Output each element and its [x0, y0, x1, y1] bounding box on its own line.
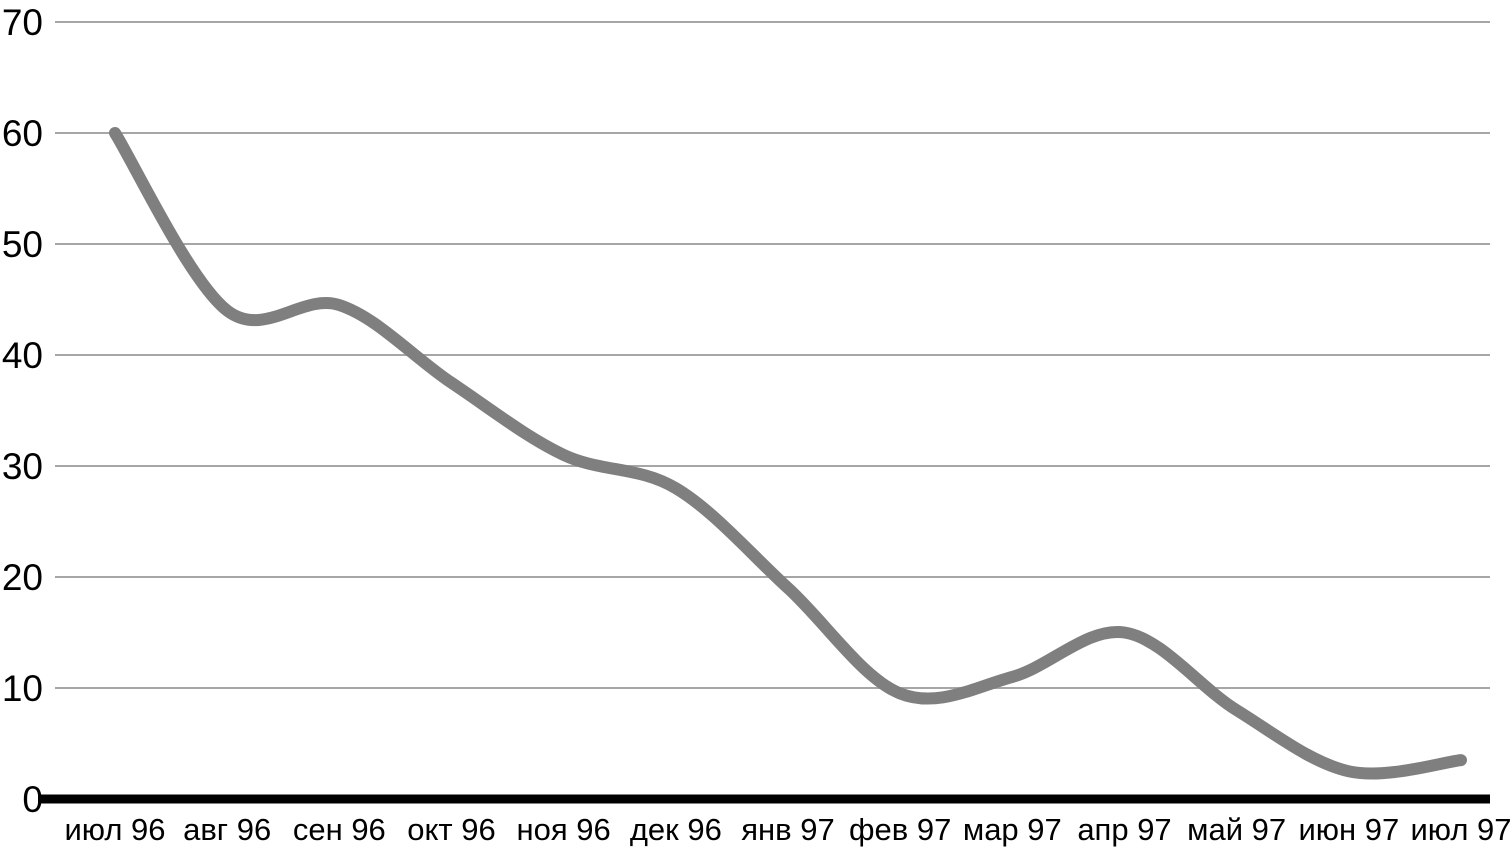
- x-tick-label-10: май 97: [1187, 812, 1286, 847]
- y-tick-label-30: 30: [2, 446, 43, 487]
- x-tick-label-11: июн 97: [1298, 812, 1399, 847]
- y-axis-tick-labels: 0 10 20 30 40 50 60 70: [2, 2, 43, 820]
- x-tick-label-0: июл 96: [64, 812, 165, 847]
- y-tick-label-40: 40: [2, 335, 43, 376]
- y-tick-label-20: 20: [2, 557, 43, 598]
- x-tick-label-6: янв 97: [741, 812, 834, 847]
- y-tick-label-10: 10: [2, 668, 43, 709]
- y-tick-label-70: 70: [2, 2, 43, 43]
- x-tick-label-1: авг 96: [183, 812, 271, 847]
- x-tick-label-8: мар 97: [963, 812, 1062, 847]
- x-tick-label-4: ноя 96: [517, 812, 611, 847]
- x-axis-tick-labels: июл 96 авг 96 сен 96 окт 96 ноя 96 дек 96 янв …: [64, 812, 1511, 847]
- x-tick-label-12: июл 97: [1410, 812, 1511, 847]
- data-line-series: [109, 127, 1467, 780]
- y-tick-label-50: 50: [2, 224, 43, 265]
- x-tick-label-5: дек 96: [630, 812, 722, 847]
- x-tick-label-2: сен 96: [293, 812, 386, 847]
- y-tick-label-60: 60: [2, 113, 43, 154]
- y-tick-label-0: 0: [22, 779, 43, 820]
- gridlines: [55, 21, 1490, 689]
- x-tick-label-9: апр 97: [1077, 812, 1171, 847]
- x-tick-label-3: окт 96: [407, 812, 495, 847]
- x-tick-label-7: фев 97: [849, 812, 951, 847]
